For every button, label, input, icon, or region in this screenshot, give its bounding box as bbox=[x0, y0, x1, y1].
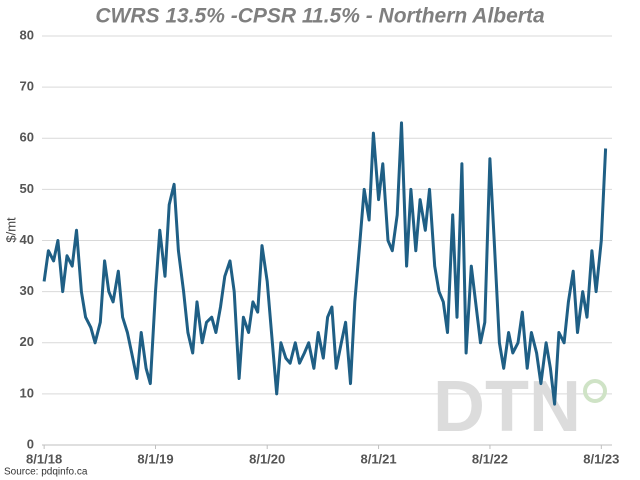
watermark-dot bbox=[583, 379, 607, 403]
y-tick-label: 50 bbox=[20, 181, 34, 196]
watermark: DTN bbox=[433, 367, 581, 447]
y-tick-label: 80 bbox=[20, 27, 34, 42]
y-tick-label: 20 bbox=[20, 334, 34, 349]
x-tick-label: 8/1/22 bbox=[472, 451, 508, 466]
series-line bbox=[42, 121, 608, 406]
chart-title: CWRS 13.5% -CPSR 11.5% - Northern Albert… bbox=[95, 5, 545, 28]
x-tick-label: 8/1/19 bbox=[137, 451, 173, 466]
y-tick-label: 70 bbox=[20, 79, 34, 94]
x-tick-label: 8/1/18 bbox=[26, 451, 62, 466]
y-tick-label: 40 bbox=[20, 232, 34, 247]
x-tick-label: 8/1/20 bbox=[249, 451, 285, 466]
y-axis-label: $/mt bbox=[3, 217, 18, 243]
x-tick-label: 8/1/21 bbox=[360, 451, 396, 466]
y-tick-label: 10 bbox=[20, 385, 34, 400]
y-tick-label: 30 bbox=[20, 283, 34, 298]
source: Source: pdqinfo.ca bbox=[4, 467, 88, 478]
y-tick-label: 60 bbox=[20, 130, 34, 145]
y-tick-label: 0 bbox=[27, 436, 34, 451]
x-tick-label: 8/1/23 bbox=[583, 451, 619, 466]
